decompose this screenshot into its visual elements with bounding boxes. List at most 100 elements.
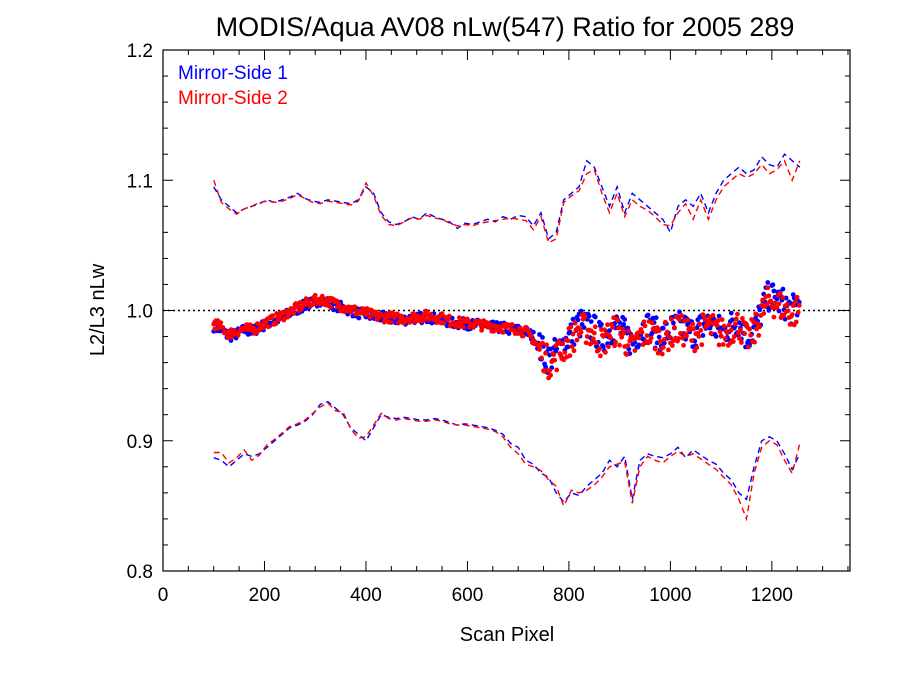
series-mirror-side-2-point [520,333,526,339]
x-tick-label: 200 [249,585,281,606]
series-mirror-side-2-point [547,368,552,373]
series-mirror-side-1-point [356,315,362,321]
x-tick-label: 0 [158,585,169,606]
series-mirror-side-2-point [689,338,695,343]
series-mirror-side-2-point [757,324,763,330]
series-mirror-side-2-point [500,330,506,335]
series-mirror-side-2-point [544,342,549,348]
series-mirror-side-2-point [572,320,578,325]
series-mirror-side-2-point [642,323,648,329]
series-mirror-side-2-point [597,346,602,352]
series-mirror-side-2-point [796,303,802,308]
series-mirror-side-2-point [761,311,767,316]
series-mirror-side-2-point [776,301,782,307]
series-mirror-side-2-point [491,328,497,334]
series-mirror-side-2-point [565,338,571,344]
series-mirror-side-2-point [641,319,647,325]
y-tick-label: 1.1 [127,171,153,192]
series-mirror-side-2-point [562,350,568,355]
series-mirror-side-2-point [730,339,736,344]
series-mirror-side-2-point [352,304,358,310]
series-mirror-side-1-point [607,328,612,333]
series-mirror-side-2-point [386,314,392,319]
series-mirror-side-1-point [771,288,777,294]
series-mirror-side-2-point [529,333,534,339]
series-mirror-side-2-point [674,314,679,320]
series-mirror-side-2-point [684,333,689,339]
series-mirror-side-1-point [531,329,536,335]
series-mirror-side-2-point [678,330,683,336]
series-mirror-side-2-point [716,342,722,348]
series-mirror-side-2-point [551,352,557,357]
series-mirror-side-2-point [446,313,452,319]
plot-area: 0 200 400 600 800 1000 1200 0.8 0.9 1.0 1.1 1.2 [127,41,851,606]
x-axis-label: Scan Pixel [460,624,555,646]
series-mirror-side-2-point [636,335,642,341]
series-mirror-side-2 [211,159,802,522]
x-tick-label: 1000 [649,585,691,606]
series-mirror-side-2-point [632,348,638,353]
series-mirror-side-2-point [720,342,726,347]
series-mirror-side-2-point [774,305,780,310]
series-mirror-side-2-point [679,313,684,318]
series-mirror-side-2-point [290,306,296,312]
series-mirror-side-1-point [506,331,512,336]
series-mirror-side-2-point [312,292,318,298]
series-mirror-side-2-point [328,304,333,310]
series-mirror-side-2-point [605,322,610,328]
series-mirror-side-2-point [697,321,703,327]
series-mirror-side-2-point [795,309,801,315]
series-mirror-side-2-point [787,322,793,327]
series-mirror-side-2-point [548,372,553,378]
x-tick-label: 600 [452,585,484,606]
series-mirror-side-1-point [537,332,542,337]
series-mirror-side-1-point [713,334,719,339]
series-mirror-side-2-point [648,335,654,341]
series-mirror-side-2-point [218,320,224,325]
series-mirror-side-2-point [626,328,632,334]
series-mirror-side-2-point [742,331,747,336]
series-mirror-side-2-point [552,357,558,363]
series-mirror-side-2-point [621,330,627,336]
y-tick-label: 0.9 [127,432,153,453]
series-mirror-side-2-point [517,325,523,331]
series-mirror-side-2-point [698,328,704,333]
series-mirror-side-2-point [509,322,515,327]
series-mirror-side-2-point [722,336,728,342]
series-mirror-side-2-point [740,316,745,321]
series-mirror-side-2-point [784,302,790,307]
series-mirror-side-2-point [735,311,740,317]
series-mirror-side-2-point [424,309,430,315]
series-mirror-side-2-point [306,298,312,304]
series-mirror-side-2-point [667,334,672,340]
series-mirror-side-2-point [456,315,462,321]
series-mirror-side-2-point [710,313,716,318]
series-mirror-side-2-point [719,317,725,322]
series-mirror-side-2-point [590,336,596,342]
series-mirror-side-2-point [728,327,734,333]
series-mirror-side-2-point [732,321,738,327]
plot-frame [162,49,851,572]
series-mirror-side-2-point [571,348,577,354]
series-mirror-side-2-point [666,347,671,353]
series-mirror-side-2-point [220,325,226,330]
series-mirror-side-2-point [606,344,611,350]
series-mirror-side-1-point [601,344,606,350]
series-mirror-side-2-point [422,316,428,322]
series-mirror-side-2-point [561,357,567,363]
series-mirror-side-2-point [554,367,560,373]
series-mirror-side-2-point [441,320,447,326]
series-mirror-side-2-point [702,317,708,322]
series-mirror-side-2-point [765,285,771,291]
series-mirror-side-2-lower-envelope [213,402,801,522]
series-mirror-side-2-point [739,340,744,345]
series-mirror-side-2-point [574,337,580,343]
series-mirror-side-2-point [753,311,758,317]
series-mirror-side-2-point [657,339,663,344]
series-mirror-side-2-point [291,310,297,316]
series-mirror-side-2-point [373,309,379,315]
series-mirror-side-2-point [593,340,599,346]
series-mirror-side-2-point [677,317,682,323]
series-mirror-side-2-point [659,351,665,357]
series-mirror-side-2-point [583,340,589,346]
